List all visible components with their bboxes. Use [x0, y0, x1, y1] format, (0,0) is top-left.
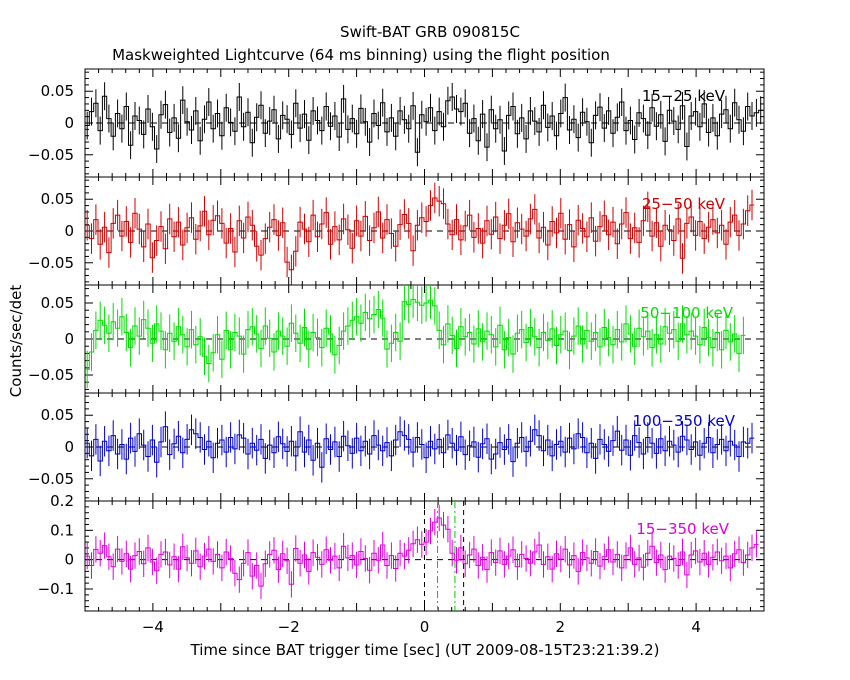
y-tick-label: 0.05 [41, 190, 74, 208]
y-tick-label: 0.2 [50, 492, 74, 510]
lightcurve-series [85, 517, 759, 587]
y-axis-label: Counts/sec/det [7, 285, 25, 398]
chart-subtitle: Maskweighted Lightcurve (64 ms binning) … [112, 46, 610, 64]
x-tick-label: −2 [278, 618, 300, 636]
x-tick-label: 0 [420, 618, 430, 636]
band-label: 15−25 keV [642, 87, 726, 105]
x-tick-label: 4 [691, 618, 701, 636]
y-tick-label: 0 [64, 551, 74, 569]
y-tick-label: 0 [64, 438, 74, 456]
chart-title: Swift-BAT GRB 090815C [340, 23, 520, 41]
lightcurve-series [85, 95, 763, 153]
band-label: 15−350 keV [636, 520, 729, 538]
y-tick-label: −0.05 [28, 146, 74, 164]
lightcurve-series [85, 197, 755, 271]
y-tick-label: −0.05 [28, 470, 74, 488]
y-tick-label: −0.1 [38, 580, 74, 598]
band-label: 100−350 keV [633, 412, 736, 430]
panel-1: −0.05 0 0.05 15−25 keV [28, 68, 765, 178]
y-tick-label: 0 [64, 222, 74, 240]
y-tick-label: 0.05 [41, 406, 74, 424]
panel-3: −0.05 0 0.05 50−100 keV [28, 284, 765, 394]
y-tick-label: 0 [64, 330, 74, 348]
y-tick-label: 0.1 [50, 521, 74, 539]
lightcurve-series [85, 298, 746, 370]
band-label: 50−100 keV [640, 304, 733, 322]
y-tick-label: −0.05 [28, 366, 74, 384]
panel-2: −0.05 0 0.05 25−50 keV [28, 176, 765, 286]
band-label: 25−50 keV [642, 195, 726, 213]
x-axis-label: Time since BAT trigger time [sec] (UT 20… [190, 641, 660, 659]
x-tick-label: 2 [556, 618, 566, 636]
y-tick-label: −0.05 [28, 254, 74, 272]
y-tick-label: 0.05 [41, 294, 74, 312]
panel-5: −0.1 0 0.1 0.2 15−350 keV [38, 492, 765, 612]
y-tick-label: 0 [64, 114, 74, 132]
y-tick-label: 0.05 [41, 82, 74, 100]
panel-4: −0.05 0 0.05 100−350 keV [28, 392, 765, 502]
lightcurve-series [85, 426, 755, 468]
x-tick-label: −4 [142, 618, 164, 636]
